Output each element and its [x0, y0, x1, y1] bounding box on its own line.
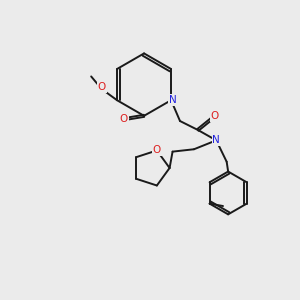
Text: O: O — [211, 111, 219, 121]
Text: N: N — [212, 135, 220, 145]
Text: O: O — [153, 146, 161, 155]
Text: N: N — [169, 95, 176, 105]
Text: O: O — [98, 82, 106, 92]
Text: O: O — [120, 114, 128, 124]
